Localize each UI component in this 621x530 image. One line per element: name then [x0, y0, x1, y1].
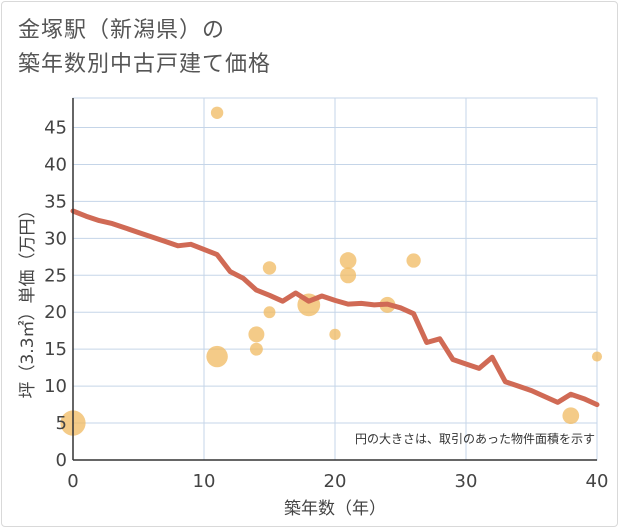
- x-tick-label: 20: [324, 471, 347, 492]
- data-bubble: [249, 342, 263, 356]
- y-tick-label: 10: [44, 376, 67, 397]
- y-tick-label: 25: [44, 265, 67, 286]
- y-tick-label: 40: [44, 154, 67, 175]
- y-tick-label: 15: [44, 339, 67, 360]
- y-tick-label: 35: [44, 191, 67, 212]
- bubble-size-note: 円の大きさは、取引のあった物件面積を示す: [355, 431, 595, 446]
- x-tick-label: 10: [193, 471, 216, 492]
- data-bubble: [210, 106, 224, 119]
- data-bubble: [206, 345, 228, 368]
- data-bubble: [262, 261, 277, 275]
- data-bubble: [329, 328, 341, 341]
- data-bubble: [339, 252, 357, 269]
- x-axis-title: 築年数（年）: [284, 499, 386, 519]
- y-tick-label: 30: [44, 228, 67, 249]
- tick-labels: 0 5 10 15 20 25 30 35 40 45 0 10 20 30 40: [44, 118, 608, 492]
- data-bubble: [248, 326, 265, 343]
- chart-title: 金塚駅（新潟県）の 築年数別中古戸建て価格: [18, 14, 271, 82]
- data-bubble: [406, 253, 421, 268]
- y-tick-label: 0: [56, 450, 67, 471]
- y-tick-label: 5: [56, 413, 67, 434]
- y-tick-label: 20: [44, 302, 67, 323]
- y-axis-title: 坪（3.3㎡）単価（万円）: [18, 201, 38, 398]
- grid-lines: [72, 97, 598, 461]
- average-line-series: [70, 208, 600, 408]
- axes: [72, 98, 597, 461]
- chart-title-line1: 金塚駅（新潟県）の: [18, 18, 226, 43]
- x-tick-label: 0: [67, 471, 78, 492]
- data-bubble: [591, 351, 603, 362]
- average-price-line: [70, 208, 600, 408]
- x-tick-label: 40: [586, 471, 609, 492]
- data-bubble: [263, 306, 276, 319]
- x-tick-label: 30: [455, 471, 478, 492]
- data-bubble: [340, 267, 357, 284]
- data-bubble: [562, 407, 580, 425]
- chart-title-line2: 築年数別中古戸建て価格: [18, 52, 272, 77]
- y-tick-label: 45: [44, 118, 67, 139]
